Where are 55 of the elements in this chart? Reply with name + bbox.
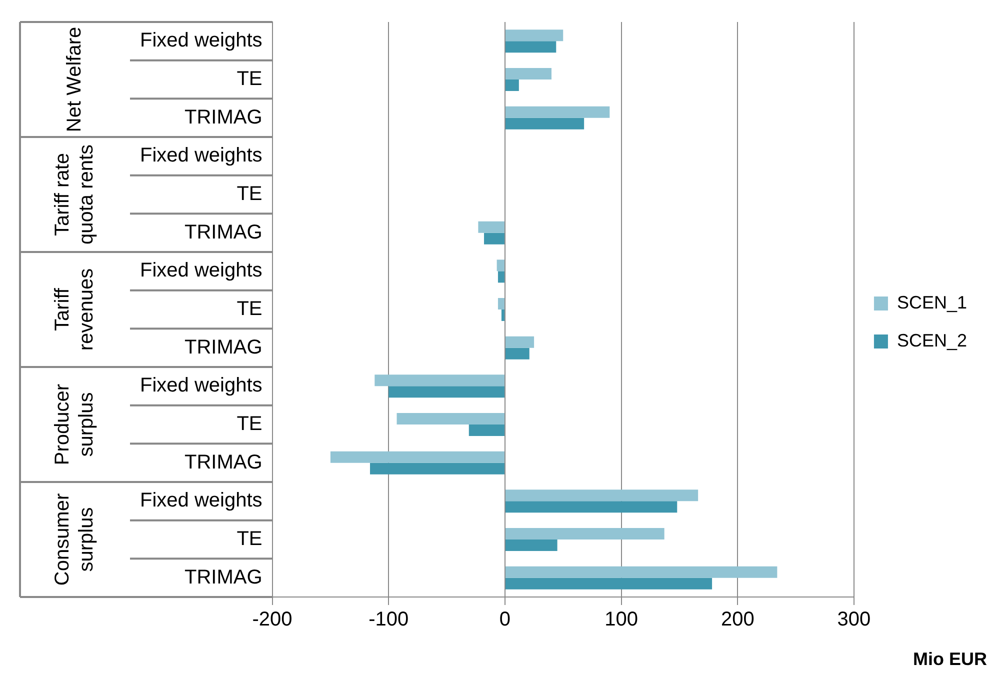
- y-tick-label: Fixed weights: [140, 260, 262, 282]
- y-tick-label: TRIMAG: [184, 106, 262, 128]
- bar: [505, 540, 558, 551]
- x-axis-title: Mio EUR: [913, 649, 987, 669]
- x-tick-label: 200: [720, 608, 754, 631]
- y-tick-label: TE: [236, 183, 262, 206]
- bar: [505, 336, 534, 348]
- y-tick-label: Fixed weights: [140, 144, 262, 167]
- bar: [498, 271, 504, 283]
- legend-label: SCEN_1: [896, 292, 967, 312]
- y-tick-label: TE: [236, 413, 262, 436]
- text: Consumer surplus: [52, 493, 98, 586]
- bar: [505, 490, 698, 502]
- bar: [330, 451, 504, 463]
- bar: [498, 298, 504, 310]
- text: Producer surplus: [52, 384, 98, 466]
- bar: [505, 566, 778, 578]
- bar: [505, 348, 530, 360]
- bar: [505, 80, 519, 91]
- bar: [388, 386, 504, 398]
- bar: [484, 232, 504, 244]
- bar: [505, 106, 610, 118]
- bar: [505, 501, 678, 513]
- y-tick-label: Fixed weights: [140, 490, 262, 512]
- bar: [478, 221, 504, 233]
- bar: [505, 118, 584, 130]
- x-tick-label: 0: [499, 608, 511, 631]
- y-tick-label: TRIMAG: [184, 221, 262, 244]
- y-tick-label: TRIMAG: [184, 566, 262, 588]
- x-tick-label: 300: [837, 608, 871, 631]
- legend-label: SCEN_2: [896, 330, 967, 350]
- bar: [501, 310, 504, 321]
- x-tick-label: -100: [368, 608, 409, 631]
- bar: [505, 578, 712, 590]
- y-tick-label: TE: [236, 298, 262, 320]
- x-tick-label: 100: [604, 608, 638, 631]
- bar: [505, 41, 556, 53]
- y-tick-label: Fixed weights: [140, 30, 262, 52]
- y-tick-label: TE: [236, 528, 262, 550]
- text: Tariff revenues: [52, 268, 98, 351]
- bar: [505, 528, 664, 540]
- y-tick-label: TRIMAG: [184, 451, 262, 474]
- y-tick-label: Fixed weights: [140, 374, 262, 397]
- bar: [468, 424, 504, 436]
- bar: [496, 260, 504, 272]
- bar: [370, 462, 504, 474]
- bar: [374, 374, 504, 386]
- y-tick-label: TE: [236, 68, 262, 90]
- x-tick-label: -200: [252, 608, 292, 631]
- y-tick-label: TRIMAG: [184, 336, 262, 358]
- bar: [505, 30, 564, 42]
- text: Net Welfare: [64, 26, 86, 132]
- text: Tariff rate quota rents: [52, 144, 98, 245]
- bar: [396, 413, 504, 424]
- bar: [505, 68, 552, 80]
